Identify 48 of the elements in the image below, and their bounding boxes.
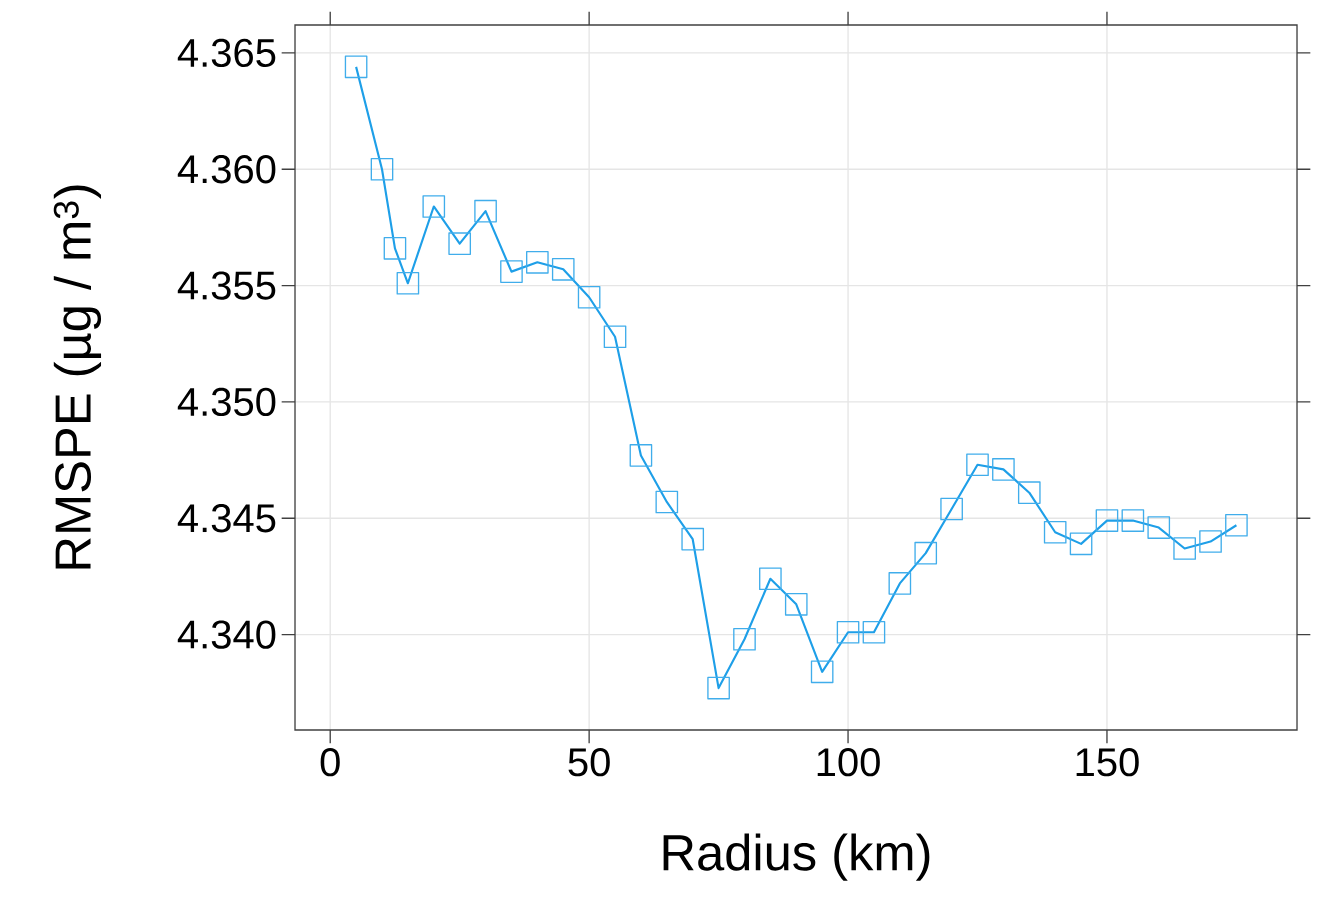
point bbox=[500, 260, 523, 283]
point bbox=[836, 620, 860, 644]
point bbox=[1147, 516, 1171, 539]
x-tick-label: 50 bbox=[568, 748, 610, 777]
y-axis-title: RMSPE (µg / m$^{3}$) bbox=[53, 185, 102, 569]
point bbox=[629, 444, 653, 467]
point bbox=[577, 285, 601, 309]
x-tick-label: 150 bbox=[1076, 748, 1139, 777]
point bbox=[1069, 532, 1093, 556]
point bbox=[1043, 520, 1067, 544]
point bbox=[681, 527, 705, 551]
point bbox=[655, 490, 679, 514]
point bbox=[396, 271, 420, 295]
point bbox=[603, 325, 627, 349]
point bbox=[733, 627, 756, 651]
y-tick-label: 4.355 bbox=[177, 271, 276, 300]
point bbox=[759, 567, 782, 591]
point bbox=[992, 458, 1015, 481]
point bbox=[914, 541, 938, 565]
x-tick-label: 0 bbox=[320, 748, 340, 777]
point bbox=[1225, 513, 1248, 537]
y-tick-label: 4.350 bbox=[177, 387, 276, 417]
point bbox=[344, 55, 368, 79]
point bbox=[1199, 530, 1222, 553]
point bbox=[888, 572, 912, 595]
y-tick-label: 4.365 bbox=[177, 38, 276, 68]
x-tick-label: 100 bbox=[817, 748, 880, 777]
point bbox=[370, 157, 394, 181]
point bbox=[474, 199, 497, 223]
point bbox=[940, 497, 963, 521]
point bbox=[784, 593, 808, 616]
point bbox=[1173, 537, 1196, 560]
y-tick-label: 4.340 bbox=[177, 620, 276, 649]
point bbox=[1017, 481, 1041, 505]
point bbox=[1121, 509, 1145, 532]
y-tick-label: 4.345 bbox=[177, 504, 276, 533]
point bbox=[1095, 509, 1119, 532]
y-tick-label: 4.360 bbox=[177, 155, 276, 184]
point bbox=[383, 237, 407, 260]
point bbox=[422, 195, 446, 218]
point bbox=[551, 257, 575, 281]
point bbox=[526, 250, 549, 274]
point bbox=[448, 232, 472, 256]
point bbox=[810, 660, 834, 684]
point bbox=[707, 676, 730, 700]
x-axis-title: Radius (km) bbox=[663, 833, 930, 881]
point bbox=[862, 620, 886, 644]
point bbox=[966, 453, 989, 477]
